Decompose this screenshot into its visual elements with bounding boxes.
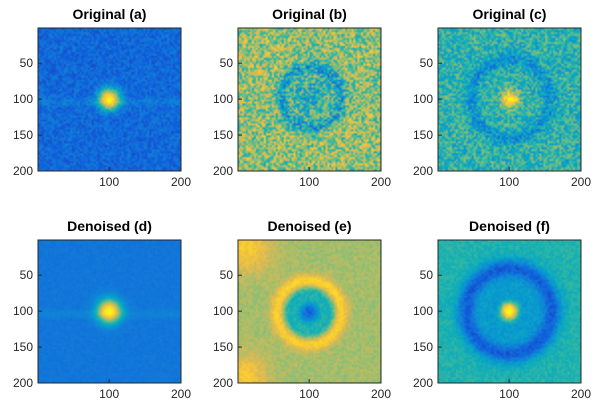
y-tick-label: 200 bbox=[213, 376, 233, 390]
x-tick-label: 100 bbox=[99, 387, 119, 401]
panel-title: Original (a) bbox=[73, 6, 147, 22]
panel-c: Original (c) 50 100 150 200 100 200 bbox=[413, 6, 591, 189]
panel-title: Denoised (f) bbox=[469, 218, 550, 234]
panel-title: Original (b) bbox=[272, 6, 347, 22]
y-tick-label: 50 bbox=[420, 268, 434, 282]
y-tick-label: 150 bbox=[213, 128, 233, 142]
y-tick-label: 150 bbox=[413, 340, 433, 354]
panel-title: Original (c) bbox=[473, 6, 547, 22]
heatmap-image bbox=[438, 28, 581, 171]
x-tick-label: 100 bbox=[499, 175, 519, 189]
panel-a: Original (a) 50 100 150 200 100 200 bbox=[13, 6, 191, 189]
x-tick-label: 200 bbox=[571, 387, 591, 401]
x-tick-label: 100 bbox=[499, 387, 519, 401]
y-tick-label: 50 bbox=[420, 56, 434, 70]
y-tick-label: 100 bbox=[413, 92, 433, 106]
y-tick-label: 100 bbox=[213, 304, 233, 318]
y-tick-label: 200 bbox=[413, 164, 433, 178]
y-tick-label: 200 bbox=[13, 164, 33, 178]
panel-d: Denoised (d) 50 100 150 200 100 200 bbox=[13, 218, 191, 401]
y-tick-label: 50 bbox=[20, 268, 34, 282]
y-tick-label: 200 bbox=[13, 376, 33, 390]
panel-f: Denoised (f) 50 100 150 200 100 200 bbox=[413, 218, 591, 401]
heatmap-image bbox=[38, 240, 181, 383]
panel-b: Original (b) 50 100 150 200 100 200 bbox=[213, 6, 391, 189]
y-tick-label: 50 bbox=[220, 56, 234, 70]
y-tick-label: 150 bbox=[413, 128, 433, 142]
y-tick-label: 150 bbox=[13, 340, 33, 354]
heatmap-image bbox=[38, 28, 181, 171]
panel-e: Denoised (e) 50 100 150 200 100 200 bbox=[213, 218, 391, 401]
y-tick-label: 100 bbox=[13, 92, 33, 106]
y-tick-label: 100 bbox=[13, 304, 33, 318]
y-tick-label: 150 bbox=[13, 128, 33, 142]
x-tick-label: 200 bbox=[371, 387, 391, 401]
panel-title: Denoised (e) bbox=[267, 218, 351, 234]
y-tick-label: 200 bbox=[213, 164, 233, 178]
x-tick-label: 200 bbox=[171, 175, 191, 189]
y-tick-label: 100 bbox=[213, 92, 233, 106]
y-tick-label: 100 bbox=[413, 304, 433, 318]
x-tick-label: 100 bbox=[299, 387, 319, 401]
x-tick-label: 200 bbox=[171, 387, 191, 401]
heatmap-image bbox=[238, 28, 381, 171]
y-tick-label: 50 bbox=[220, 268, 234, 282]
y-tick-label: 150 bbox=[213, 340, 233, 354]
y-tick-label: 50 bbox=[20, 56, 34, 70]
x-tick-label: 200 bbox=[571, 175, 591, 189]
heatmap-image bbox=[238, 240, 381, 383]
x-tick-label: 200 bbox=[371, 175, 391, 189]
y-tick-label: 200 bbox=[413, 376, 433, 390]
x-tick-label: 100 bbox=[299, 175, 319, 189]
x-tick-label: 100 bbox=[99, 175, 119, 189]
panel-title: Denoised (d) bbox=[67, 218, 152, 234]
heatmap-image bbox=[438, 240, 581, 383]
